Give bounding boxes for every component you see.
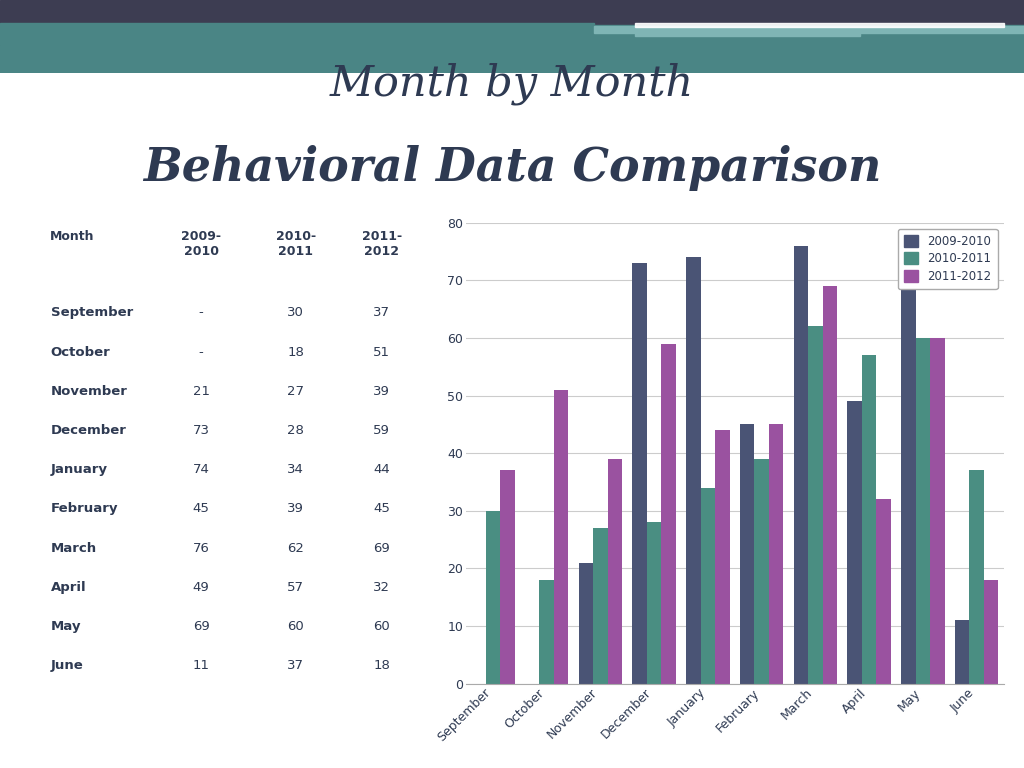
Text: 2011-
2012: 2011- 2012 bbox=[361, 230, 401, 257]
Text: 44: 44 bbox=[374, 463, 390, 476]
Bar bbox=[686, 257, 700, 684]
Bar bbox=[715, 430, 730, 684]
Text: 11: 11 bbox=[193, 659, 210, 672]
Text: 2010-
2011: 2010- 2011 bbox=[275, 230, 315, 257]
Bar bbox=[635, 32, 860, 37]
Text: March: March bbox=[50, 541, 96, 554]
Bar bbox=[970, 470, 984, 684]
Text: 45: 45 bbox=[193, 502, 210, 515]
Text: 37: 37 bbox=[373, 306, 390, 319]
Text: 2009-
2010: 2009- 2010 bbox=[181, 230, 221, 257]
Bar bbox=[930, 338, 945, 684]
Text: 45: 45 bbox=[374, 502, 390, 515]
Bar bbox=[662, 344, 676, 684]
Text: January: January bbox=[50, 463, 108, 476]
Bar bbox=[739, 424, 755, 684]
Text: November: November bbox=[50, 385, 127, 398]
Bar bbox=[755, 459, 769, 684]
Bar bbox=[700, 488, 715, 684]
Text: 34: 34 bbox=[288, 463, 304, 476]
Bar bbox=[862, 355, 877, 684]
Bar bbox=[485, 511, 500, 684]
Bar bbox=[607, 459, 623, 684]
Text: May: May bbox=[50, 620, 81, 633]
Bar bbox=[500, 470, 515, 684]
Legend: 2009-2010, 2010-2011, 2011-2012: 2009-2010, 2010-2011, 2011-2012 bbox=[898, 229, 997, 289]
Text: 21: 21 bbox=[193, 385, 210, 398]
Text: 51: 51 bbox=[373, 346, 390, 359]
Bar bbox=[554, 390, 568, 684]
Text: 60: 60 bbox=[288, 620, 304, 633]
Bar bbox=[0, 45, 1024, 73]
Text: 39: 39 bbox=[374, 385, 390, 398]
Text: October: October bbox=[50, 346, 111, 359]
Text: Month by Month: Month by Month bbox=[330, 62, 694, 104]
Text: 32: 32 bbox=[373, 581, 390, 594]
Text: 49: 49 bbox=[193, 581, 210, 594]
Bar bbox=[594, 25, 1024, 33]
Text: 37: 37 bbox=[287, 659, 304, 672]
Text: 69: 69 bbox=[374, 541, 390, 554]
Bar bbox=[632, 263, 647, 684]
Text: September: September bbox=[50, 306, 133, 319]
Text: December: December bbox=[50, 424, 126, 437]
Text: 69: 69 bbox=[193, 620, 210, 633]
Text: 73: 73 bbox=[193, 424, 210, 437]
Text: 39: 39 bbox=[288, 502, 304, 515]
Bar bbox=[769, 424, 783, 684]
Text: 74: 74 bbox=[193, 463, 210, 476]
Bar bbox=[822, 286, 838, 684]
Bar bbox=[594, 25, 1024, 45]
Bar bbox=[579, 562, 593, 684]
Bar bbox=[984, 580, 998, 684]
Bar bbox=[647, 522, 662, 684]
Text: 62: 62 bbox=[288, 541, 304, 554]
Text: 59: 59 bbox=[374, 424, 390, 437]
Text: 18: 18 bbox=[374, 659, 390, 672]
Text: February: February bbox=[50, 502, 118, 515]
Text: 76: 76 bbox=[193, 541, 210, 554]
Bar bbox=[0, 23, 594, 45]
Text: April: April bbox=[50, 581, 86, 594]
Bar bbox=[847, 401, 862, 684]
Bar bbox=[593, 528, 607, 684]
Bar bbox=[635, 23, 1004, 27]
Text: -: - bbox=[199, 346, 204, 359]
Text: 30: 30 bbox=[288, 306, 304, 319]
Bar bbox=[877, 499, 891, 684]
Bar bbox=[540, 580, 554, 684]
Text: Month: Month bbox=[50, 230, 94, 243]
Text: 57: 57 bbox=[287, 581, 304, 594]
Text: Behavioral Data Comparison: Behavioral Data Comparison bbox=[142, 144, 882, 190]
Bar bbox=[0, 0, 1024, 48]
Text: 18: 18 bbox=[288, 346, 304, 359]
Text: 27: 27 bbox=[287, 385, 304, 398]
Bar bbox=[901, 286, 915, 684]
Bar bbox=[915, 338, 930, 684]
Bar bbox=[808, 326, 822, 684]
Bar bbox=[954, 621, 970, 684]
Text: 60: 60 bbox=[374, 620, 390, 633]
Text: June: June bbox=[50, 659, 83, 672]
Text: 28: 28 bbox=[288, 424, 304, 437]
Bar bbox=[794, 246, 808, 684]
Text: -: - bbox=[199, 306, 204, 319]
